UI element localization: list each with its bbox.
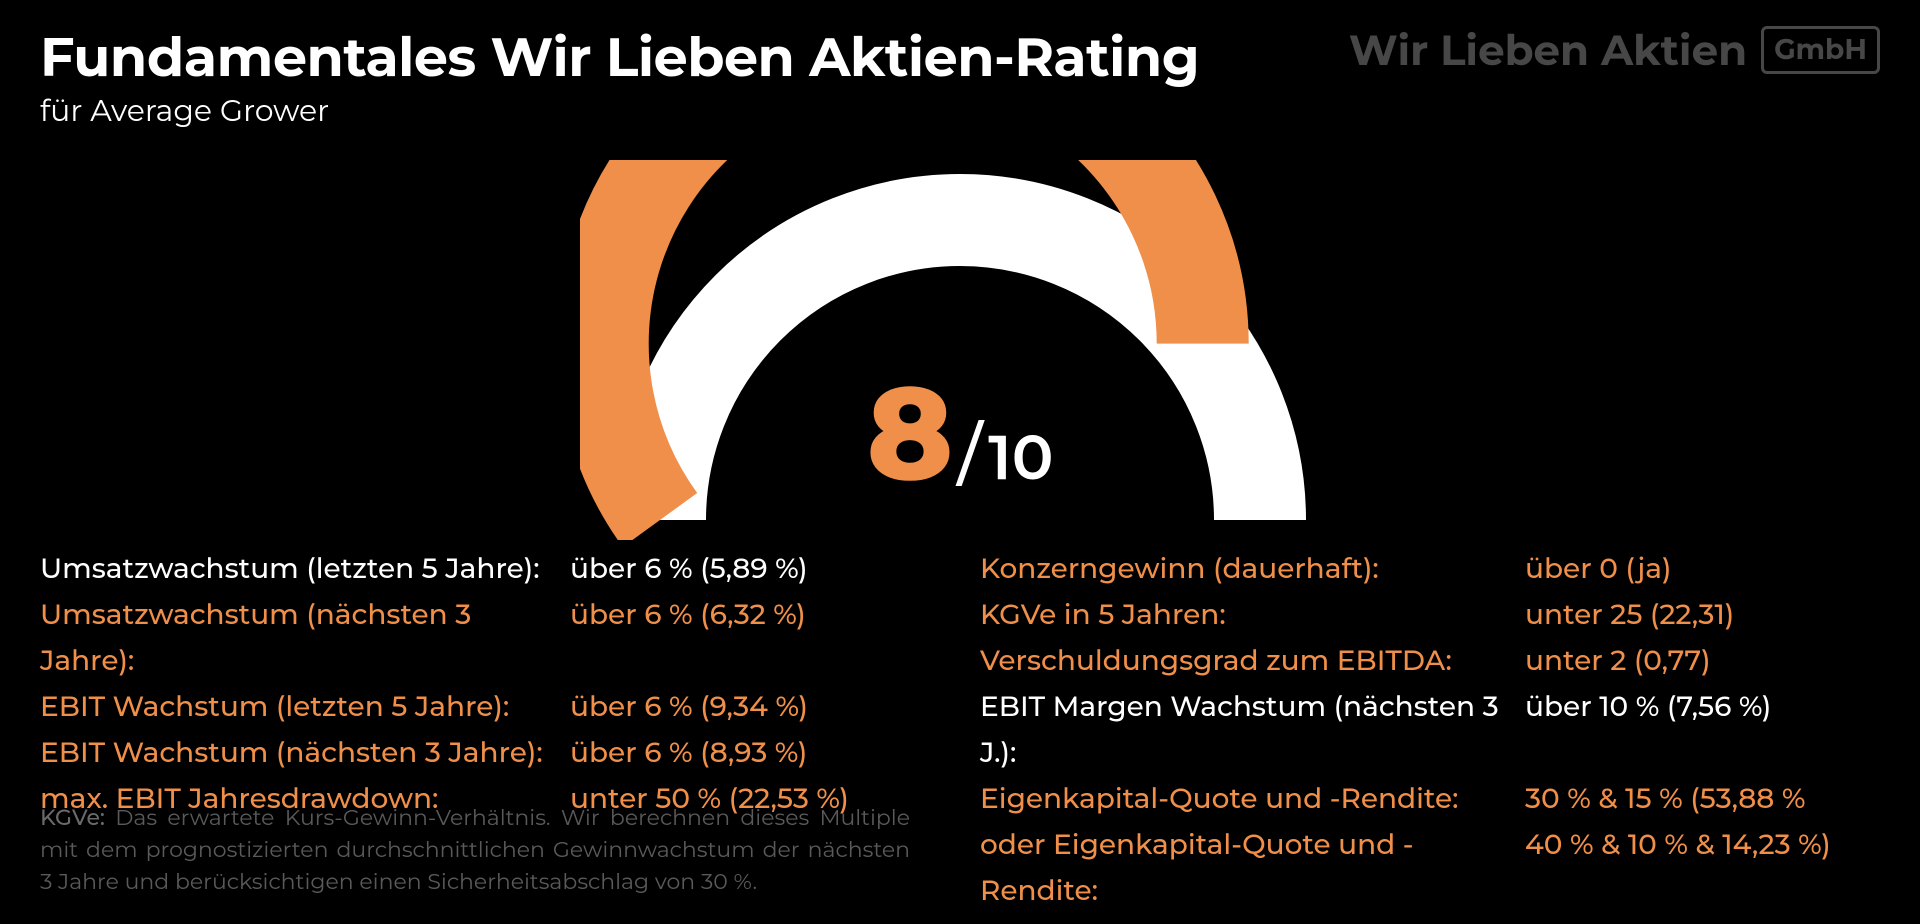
score-max: 10 bbox=[988, 419, 1053, 495]
footnote: KGVe: Das erwartete Kurs-Gewinn-Verhältn… bbox=[40, 802, 910, 898]
metric-label: oder Eigenkapital-Quote und -Rendite: bbox=[980, 822, 1525, 914]
brand-logo-text: Wir Lieben Aktien bbox=[1349, 24, 1747, 76]
metric-label: EBIT Wachstum (nächsten 3 Jahre): bbox=[40, 730, 570, 776]
metric-value: über 10 % (7,56 %) bbox=[1525, 684, 1880, 776]
metric-value: über 6 % (5,89 %) bbox=[570, 546, 940, 592]
metric-value: 40 % & 10 % & 14,23 %) bbox=[1525, 822, 1880, 914]
metric-label: Konzerngewinn (dauerhaft): bbox=[980, 546, 1525, 592]
metrics-column-right: Konzerngewinn (dauerhaft):über 0 (ja)KGV… bbox=[980, 546, 1880, 914]
metric-value: 30 % & 15 % (53,88 % bbox=[1525, 776, 1880, 822]
metric-label: EBIT Wachstum (letzten 5 Jahre): bbox=[40, 684, 570, 730]
metric-label: KGVe in 5 Jahren: bbox=[980, 592, 1525, 638]
rating-gauge: 8/10 bbox=[580, 160, 1340, 540]
metric-row: Konzerngewinn (dauerhaft):über 0 (ja) bbox=[980, 546, 1880, 592]
header: Fundamentales Wir Lieben Aktien-Rating f… bbox=[40, 24, 1199, 129]
footnote-key: KGVe: bbox=[40, 804, 105, 831]
footnote-text: Das erwartete Kurs-Gewinn-Verhältnis. Wi… bbox=[40, 804, 910, 895]
metric-label: EBIT Margen Wachstum (nächsten 3 J.): bbox=[980, 684, 1525, 776]
metric-label: Umsatzwachstum (letzten 5 Jahre): bbox=[40, 546, 570, 592]
metric-value: über 6 % (9,34 %) bbox=[570, 684, 940, 730]
metric-value: unter 2 (0,77) bbox=[1525, 638, 1880, 684]
metric-value: über 6 % (6,32 %) bbox=[570, 592, 940, 684]
metric-value: unter 25 (22,31) bbox=[1525, 592, 1880, 638]
metric-row: Umsatzwachstum (letzten 5 Jahre):über 6 … bbox=[40, 546, 940, 592]
metric-value: über 0 (ja) bbox=[1525, 546, 1880, 592]
page-title: Fundamentales Wir Lieben Aktien-Rating bbox=[40, 24, 1199, 90]
rating-score: 8/10 bbox=[580, 353, 1340, 512]
brand-logo: Wir Lieben Aktien GmbH bbox=[1349, 24, 1880, 76]
metric-row: Verschuldungsgrad zum EBITDA:unter 2 (0,… bbox=[980, 638, 1880, 684]
metric-row: EBIT Wachstum (nächsten 3 Jahre):über 6 … bbox=[40, 730, 940, 776]
metric-label: Umsatzwachstum (nächsten 3 Jahre): bbox=[40, 592, 570, 684]
metric-value: über 6 % (8,93 %) bbox=[570, 730, 940, 776]
brand-logo-badge: GmbH bbox=[1761, 26, 1880, 74]
metric-row: Eigenkapital-Quote und -Rendite:30 % & 1… bbox=[980, 776, 1880, 822]
score-value: 8 bbox=[867, 353, 954, 512]
metric-row: oder Eigenkapital-Quote und -Rendite:40 … bbox=[980, 822, 1880, 914]
metric-row: EBIT Wachstum (letzten 5 Jahre):über 6 %… bbox=[40, 684, 940, 730]
metric-row: KGVe in 5 Jahren:unter 25 (22,31) bbox=[980, 592, 1880, 638]
metric-row: Umsatzwachstum (nächsten 3 Jahre):über 6… bbox=[40, 592, 940, 684]
score-separator: / bbox=[957, 411, 982, 497]
page-subtitle: für Average Grower bbox=[40, 92, 1199, 129]
metric-row: EBIT Margen Wachstum (nächsten 3 J.):übe… bbox=[980, 684, 1880, 776]
metric-label: Verschuldungsgrad zum EBITDA: bbox=[980, 638, 1525, 684]
metric-label: Eigenkapital-Quote und -Rendite: bbox=[980, 776, 1525, 822]
